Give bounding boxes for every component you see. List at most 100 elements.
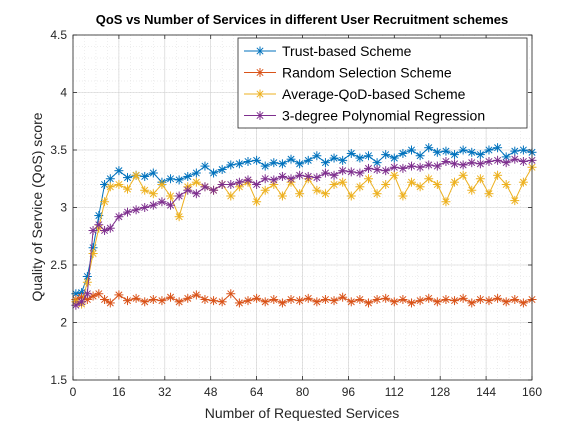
series-point: [226, 192, 235, 201]
series-point: [166, 174, 175, 183]
series-point: [381, 180, 390, 189]
series-point: [355, 154, 364, 163]
legend-label: Trust-based Scheme: [282, 43, 412, 59]
series-point: [278, 172, 287, 181]
series-point: [304, 156, 313, 165]
series-point: [157, 296, 166, 305]
series-point: [114, 212, 123, 221]
series-point: [252, 180, 261, 189]
series-point: [519, 298, 528, 307]
series-point: [450, 296, 459, 305]
series-point: [519, 157, 528, 166]
series-point: [183, 172, 192, 181]
series-point: [467, 158, 476, 167]
series-point: [407, 298, 416, 307]
series-point: [330, 296, 339, 305]
series-point: [77, 297, 86, 306]
series-point: [149, 295, 158, 304]
series-point: [114, 166, 123, 175]
series-point: [312, 297, 321, 306]
legend-marker: [256, 111, 265, 120]
series-point: [338, 178, 347, 187]
series-point: [416, 163, 425, 172]
legend-label: Random Selection Scheme: [282, 65, 452, 81]
series-point: [407, 162, 416, 171]
series-point: [166, 201, 175, 210]
series-point: [381, 166, 390, 175]
series-point: [338, 166, 347, 175]
x-tick-label: 16: [112, 385, 126, 399]
series-point: [441, 295, 450, 304]
series-point: [510, 295, 519, 304]
y-tick-label: 3: [60, 201, 67, 215]
series-point: [114, 290, 123, 299]
series-point: [235, 159, 244, 168]
series-point: [149, 189, 158, 198]
series-point: [192, 169, 201, 178]
series-point: [493, 294, 502, 303]
series-point: [123, 208, 132, 217]
series-point: [304, 172, 313, 181]
series-point: [114, 180, 123, 189]
x-tick-label: 128: [430, 385, 450, 399]
x-tick-label: 48: [204, 385, 218, 399]
x-tick-label: 80: [296, 385, 310, 399]
series-point: [484, 296, 493, 305]
series-point: [459, 294, 468, 303]
series-point: [467, 298, 476, 307]
legend: Trust-based Scheme Random Selection Schem…: [238, 38, 527, 128]
series-point: [433, 162, 442, 171]
series-1: [71, 143, 536, 298]
series-point: [243, 175, 252, 184]
series-point: [278, 298, 287, 307]
x-tick-label: 96: [342, 385, 356, 399]
series-point: [149, 169, 158, 178]
series-point: [192, 189, 201, 198]
series-point: [312, 151, 321, 160]
series-point: [140, 172, 149, 181]
series-point: [390, 163, 399, 172]
series-point: [269, 175, 278, 184]
series-point: [441, 147, 450, 156]
series-point: [416, 151, 425, 160]
series-point: [89, 249, 98, 258]
series-point: [209, 186, 218, 195]
series-point: [252, 156, 261, 165]
series-point: [83, 289, 92, 298]
series-point: [381, 294, 390, 303]
series-point: [261, 186, 270, 195]
series-point: [476, 174, 485, 183]
series-point: [269, 158, 278, 167]
series-point: [261, 174, 270, 183]
legend-label: Average-QoD-based Scheme: [282, 86, 466, 102]
x-axis-label: Number of Requested Services: [205, 405, 400, 421]
series-point: [373, 295, 382, 304]
legend-label: 3-degree Polynomial Regression: [282, 108, 485, 124]
series-point: [287, 295, 296, 304]
series-point: [218, 180, 227, 189]
x-tick-label: 0: [70, 385, 77, 399]
series-point: [364, 164, 373, 173]
series-point: [226, 180, 235, 189]
series-point: [106, 224, 115, 233]
y-axis-label: Quality of Service (QoS) score: [29, 112, 45, 301]
series-point: [416, 182, 425, 191]
series-point: [312, 186, 321, 195]
series-point: [200, 295, 209, 304]
series-point: [347, 297, 356, 306]
series-point: [235, 298, 244, 307]
series-point: [338, 156, 347, 165]
series-point: [347, 149, 356, 158]
series-point: [450, 159, 459, 168]
series-point: [226, 289, 235, 298]
series-point: [243, 157, 252, 166]
series-point: [321, 158, 330, 167]
series-point: [295, 159, 304, 168]
series-point: [209, 296, 218, 305]
series-point: [510, 196, 519, 205]
series-point: [459, 160, 468, 169]
series-point: [502, 297, 511, 306]
series-point: [381, 150, 390, 159]
series-point: [287, 174, 296, 183]
